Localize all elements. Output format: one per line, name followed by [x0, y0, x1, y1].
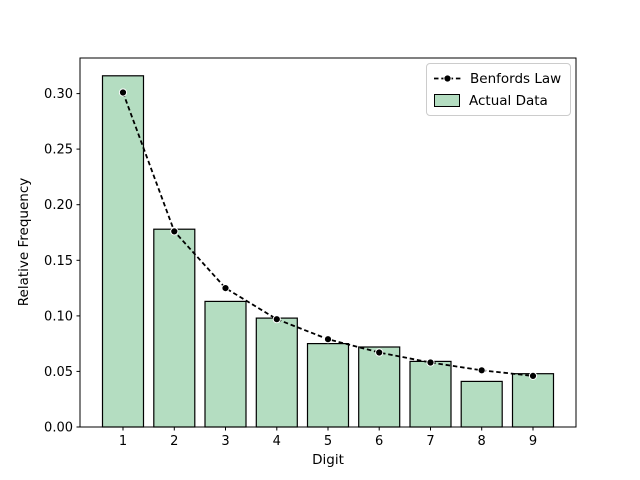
- y-axis-label: Relative Frequency: [16, 177, 32, 307]
- benford-marker-digit-4: [272, 315, 281, 324]
- benford-marker-digit-6: [375, 348, 384, 357]
- legend: Benfords Law Actual Data: [426, 63, 572, 116]
- bar-digit-6: [358, 346, 401, 428]
- legend-label-benfords-law: Benfords Law: [470, 70, 562, 87]
- bar-digit-4: [255, 317, 298, 428]
- x-axis-label: Digit: [312, 452, 344, 468]
- bars: [101, 75, 555, 428]
- x-tick-label: 7: [426, 434, 434, 449]
- bar-digit-1: [101, 75, 145, 428]
- benford-marker-digit-8: [477, 366, 486, 375]
- y-tick-label: 0.20: [44, 198, 73, 213]
- benford-marker-digit-2: [170, 227, 179, 236]
- benford-marker-digit-7: [426, 358, 435, 367]
- y-tick-label: 0.05: [44, 365, 73, 380]
- bar-digit-5: [306, 343, 350, 428]
- legend-item-actual-data: Actual Data: [434, 91, 561, 110]
- x-tick-label: 3: [221, 434, 229, 449]
- y-tick-label: 0.30: [44, 87, 73, 102]
- y-axis-ticks: 0.00 0.05 0.10 0.15 0.20 0.25 0.30: [44, 87, 80, 436]
- x-tick-label: 8: [478, 434, 486, 449]
- y-tick-label: 0.10: [44, 309, 73, 324]
- y-tick-label: 0.15: [44, 254, 73, 269]
- bar-digit-9: [511, 373, 555, 428]
- bar-digit-2: [153, 228, 196, 428]
- benford-marker-digit-5: [323, 335, 333, 344]
- y-tick-label: 0.25: [44, 143, 73, 158]
- benford-marker-digit-9: [528, 371, 538, 380]
- x-tick-label: 1: [119, 434, 127, 449]
- x-tick-label: 5: [324, 434, 332, 449]
- y-tick-label: 0.00: [44, 421, 73, 436]
- bar-digit-8: [460, 380, 503, 428]
- x-axis-ticks: 1 2 3 4 5 6 7 8 9: [119, 427, 537, 449]
- x-tick-label: 4: [273, 434, 281, 449]
- x-tick-label: 9: [529, 434, 537, 449]
- benford-marker-digit-1: [118, 88, 128, 97]
- legend-label-actual-data: Actual Data: [469, 92, 548, 109]
- bar-swatch-icon: [434, 94, 460, 107]
- bar-digit-7: [409, 360, 452, 428]
- x-tick-label: 6: [375, 434, 383, 449]
- benford-markers: [118, 88, 538, 380]
- benford-marker-digit-3: [221, 284, 230, 293]
- dashed-line-marker-icon: [434, 74, 461, 83]
- x-tick-label: 2: [170, 434, 178, 449]
- bar-digit-3: [204, 300, 247, 428]
- legend-item-benfords-law: Benfords Law: [434, 69, 561, 88]
